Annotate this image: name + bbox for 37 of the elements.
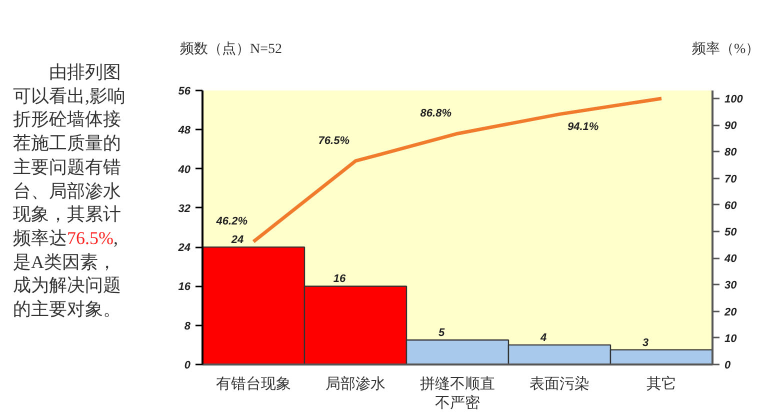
data-label: 16 [333,273,346,286]
y2-tick-label: 80 [724,146,738,159]
x-tick-label: 拼缝不顺直不严密 [420,376,495,412]
y2-tick-label: 70 [724,173,738,186]
x-tick-label: 表面污染 [530,376,590,392]
y2-axis-title: 频率（%） [692,40,760,59]
y2-tick-label: 50 [724,226,738,238]
y-tick-label: 56 [178,86,192,98]
text: 由排列图可以看出,影响折形砼墙体接茬施工质量的主要问题有错台、局部渗水现象，其累计频率达76.5%,是A类因素，成为解决问题的主要对象。 [13,62,126,320]
x-tick-label: 有错台现象 [216,376,291,392]
y2-tick-label: 100 [724,93,744,106]
y2-tick-label: 90 [724,120,738,132]
data-label: 76.5% [318,134,350,147]
data-label: 24 [230,234,244,246]
y-tick-label: 0 [184,360,192,372]
y2-tick-label: 60 [724,200,738,212]
y2-tick-label: 10 [724,332,738,345]
line-series [252,96,664,244]
y2-tick-label: 40 [724,253,738,266]
y-tick-label: 24 [177,242,191,254]
y2-tick-label: 20 [724,306,738,318]
data-label: 46.2% [215,216,248,228]
y-axis-title: 频数（点）N=52 [180,40,282,59]
data-label: 94.1% [568,121,599,134]
y-tick-label: 40 [177,164,192,176]
x-tick-label: 其它 [646,376,676,392]
data-label: 3 [642,336,649,349]
y-tick-label: 8 [184,320,192,332]
x-tick-label: 局部渗水 [326,376,386,392]
y-tick-label: 16 [178,281,192,294]
y2-tick-label: 30 [724,280,738,292]
y2-tick-label: 0 [724,360,732,372]
data-label: 86.8% [420,108,452,120]
data-label: 5 [438,327,446,340]
data-label: 4 [539,332,547,344]
y-tick-label: 48 [177,124,192,137]
y-tick-label: 32 [178,202,191,215]
